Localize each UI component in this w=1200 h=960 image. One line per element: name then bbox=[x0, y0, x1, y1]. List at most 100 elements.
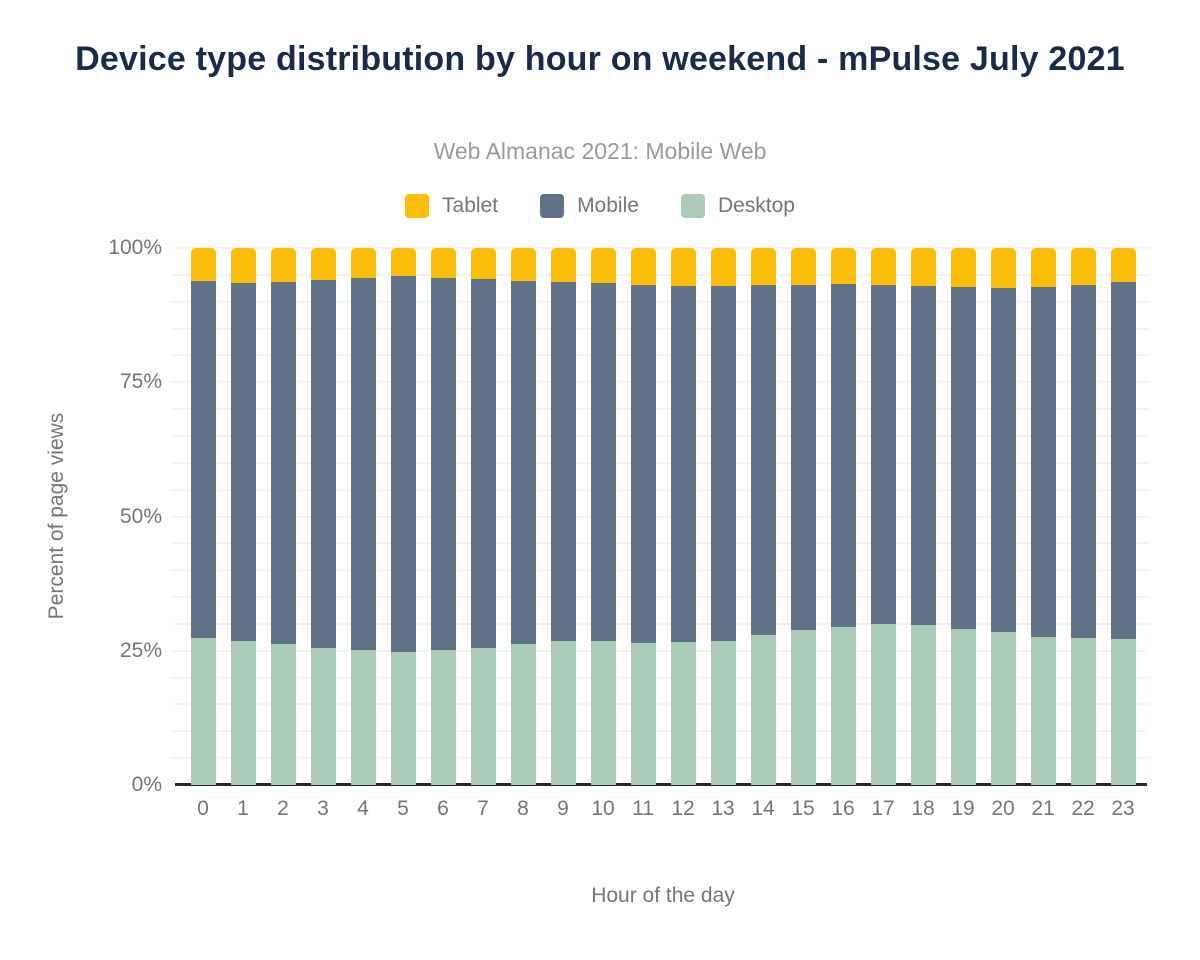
bar-segment-desktop-hour-2[interactable] bbox=[270, 644, 296, 785]
bar-segment-desktop-hour-16[interactable] bbox=[830, 627, 856, 785]
bar-segment-mobile-hour-14[interactable] bbox=[750, 284, 776, 636]
bar-segment-tablet-hour-7[interactable] bbox=[470, 248, 496, 280]
bar-hour-5[interactable] bbox=[390, 248, 416, 785]
bar-hour-14[interactable] bbox=[750, 248, 776, 785]
bar-hour-12[interactable] bbox=[670, 248, 696, 785]
bar-hour-8[interactable] bbox=[510, 248, 536, 785]
bar-segment-tablet-hour-13[interactable] bbox=[710, 248, 736, 286]
bar-segment-tablet-hour-18[interactable] bbox=[910, 248, 936, 287]
bar-segment-tablet-hour-10[interactable] bbox=[590, 248, 616, 284]
x-tick-label-6: 6 bbox=[437, 797, 449, 820]
bar-hour-23[interactable] bbox=[1110, 248, 1136, 785]
bar-segment-desktop-hour-6[interactable] bbox=[430, 650, 456, 785]
bar-segment-mobile-hour-5[interactable] bbox=[390, 275, 416, 652]
bar-segment-mobile-hour-22[interactable] bbox=[1070, 285, 1096, 639]
bar-segment-mobile-hour-18[interactable] bbox=[910, 286, 936, 625]
bar-segment-tablet-hour-20[interactable] bbox=[990, 248, 1016, 288]
bar-segment-tablet-hour-14[interactable] bbox=[750, 248, 776, 285]
bar-segment-mobile-hour-1[interactable] bbox=[230, 283, 256, 642]
bar-segment-tablet-hour-16[interactable] bbox=[830, 248, 856, 284]
bar-hour-3[interactable] bbox=[310, 248, 336, 785]
bar-segment-desktop-hour-23[interactable] bbox=[1110, 638, 1136, 785]
bar-segment-tablet-hour-21[interactable] bbox=[1030, 248, 1056, 287]
bar-segment-mobile-hour-13[interactable] bbox=[710, 285, 736, 641]
bar-segment-tablet-hour-11[interactable] bbox=[630, 248, 656, 285]
bar-segment-tablet-hour-1[interactable] bbox=[230, 248, 256, 284]
legend-item-desktop: Desktop bbox=[680, 194, 795, 218]
bar-segment-desktop-hour-18[interactable] bbox=[910, 624, 936, 785]
bar-hour-19[interactable] bbox=[950, 248, 976, 785]
bar-hour-1[interactable] bbox=[230, 248, 256, 785]
bar-hour-22[interactable] bbox=[1070, 248, 1096, 785]
bar-segment-tablet-hour-23[interactable] bbox=[1110, 248, 1136, 283]
bar-segment-desktop-hour-11[interactable] bbox=[630, 642, 656, 785]
bar-segment-tablet-hour-4[interactable] bbox=[350, 248, 376, 278]
bar-segment-desktop-hour-0[interactable] bbox=[190, 637, 216, 785]
bar-segment-tablet-hour-17[interactable] bbox=[870, 248, 896, 286]
bar-segment-desktop-hour-13[interactable] bbox=[710, 640, 736, 785]
bar-segment-mobile-hour-2[interactable] bbox=[270, 282, 296, 645]
bar-hour-13[interactable] bbox=[710, 248, 736, 785]
y-axis-title: Percent of page views bbox=[45, 412, 68, 620]
bar-segment-tablet-hour-5[interactable] bbox=[390, 248, 416, 276]
bar-hour-2[interactable] bbox=[270, 248, 296, 785]
bar-segment-mobile-hour-20[interactable] bbox=[990, 287, 1016, 632]
bar-hour-7[interactable] bbox=[470, 248, 496, 785]
bar-hour-6[interactable] bbox=[430, 248, 456, 785]
bar-hour-21[interactable] bbox=[1030, 248, 1056, 785]
bar-segment-mobile-hour-21[interactable] bbox=[1030, 286, 1056, 637]
bar-segment-mobile-hour-19[interactable] bbox=[950, 287, 976, 629]
bar-segment-desktop-hour-1[interactable] bbox=[230, 641, 256, 785]
bar-segment-mobile-hour-9[interactable] bbox=[550, 282, 576, 642]
bar-segment-mobile-hour-12[interactable] bbox=[670, 285, 696, 642]
bar-segment-mobile-hour-6[interactable] bbox=[430, 277, 456, 651]
bar-segment-mobile-hour-23[interactable] bbox=[1110, 282, 1136, 639]
bar-segment-mobile-hour-15[interactable] bbox=[790, 285, 816, 630]
bar-segment-tablet-hour-2[interactable] bbox=[270, 248, 296, 283]
bar-segment-tablet-hour-19[interactable] bbox=[950, 248, 976, 288]
bar-segment-mobile-hour-4[interactable] bbox=[350, 277, 376, 651]
bar-segment-desktop-hour-3[interactable] bbox=[310, 647, 336, 785]
bar-segment-desktop-hour-20[interactable] bbox=[990, 631, 1016, 785]
bar-segment-desktop-hour-7[interactable] bbox=[470, 648, 496, 785]
bar-segment-mobile-hour-7[interactable] bbox=[470, 279, 496, 649]
bar-segment-desktop-hour-22[interactable] bbox=[1070, 638, 1096, 785]
bar-segment-desktop-hour-14[interactable] bbox=[750, 635, 776, 785]
bar-segment-tablet-hour-8[interactable] bbox=[510, 248, 536, 281]
bar-hour-10[interactable] bbox=[590, 248, 616, 785]
bar-segment-tablet-hour-6[interactable] bbox=[430, 248, 456, 278]
bar-hour-11[interactable] bbox=[630, 248, 656, 785]
bar-segment-mobile-hour-17[interactable] bbox=[870, 285, 896, 625]
bar-segment-desktop-hour-8[interactable] bbox=[510, 643, 536, 785]
bar-segment-tablet-hour-15[interactable] bbox=[790, 248, 816, 286]
bar-hour-4[interactable] bbox=[350, 248, 376, 785]
bar-segment-desktop-hour-9[interactable] bbox=[550, 641, 576, 785]
legend-label-desktop: Desktop bbox=[717, 194, 795, 217]
bar-segment-tablet-hour-3[interactable] bbox=[310, 248, 336, 280]
bar-segment-mobile-hour-8[interactable] bbox=[510, 280, 536, 644]
bar-segment-desktop-hour-21[interactable] bbox=[1030, 636, 1056, 785]
bar-segment-desktop-hour-19[interactable] bbox=[950, 628, 976, 785]
bar-segment-mobile-hour-10[interactable] bbox=[590, 283, 616, 642]
bar-segment-mobile-hour-0[interactable] bbox=[190, 281, 216, 638]
bar-hour-20[interactable] bbox=[990, 248, 1016, 785]
bar-segment-tablet-hour-9[interactable] bbox=[550, 248, 576, 283]
bar-segment-tablet-hour-0[interactable] bbox=[190, 248, 216, 282]
bar-hour-18[interactable] bbox=[910, 248, 936, 785]
bar-hour-15[interactable] bbox=[790, 248, 816, 785]
bar-segment-desktop-hour-17[interactable] bbox=[870, 624, 896, 785]
bar-hour-17[interactable] bbox=[870, 248, 896, 785]
bar-segment-desktop-hour-10[interactable] bbox=[590, 641, 616, 785]
bar-hour-16[interactable] bbox=[830, 248, 856, 785]
bar-segment-desktop-hour-4[interactable] bbox=[350, 650, 376, 785]
bar-segment-tablet-hour-12[interactable] bbox=[670, 248, 696, 286]
bar-segment-desktop-hour-12[interactable] bbox=[670, 641, 696, 785]
bar-hour-9[interactable] bbox=[550, 248, 576, 785]
bar-segment-tablet-hour-22[interactable] bbox=[1070, 248, 1096, 286]
bar-hour-0[interactable] bbox=[190, 248, 216, 785]
bar-segment-mobile-hour-16[interactable] bbox=[830, 283, 856, 628]
bar-segment-mobile-hour-3[interactable] bbox=[310, 279, 336, 648]
bar-segment-desktop-hour-15[interactable] bbox=[790, 629, 816, 785]
bar-segment-desktop-hour-5[interactable] bbox=[390, 651, 416, 785]
bar-segment-mobile-hour-11[interactable] bbox=[630, 284, 656, 643]
